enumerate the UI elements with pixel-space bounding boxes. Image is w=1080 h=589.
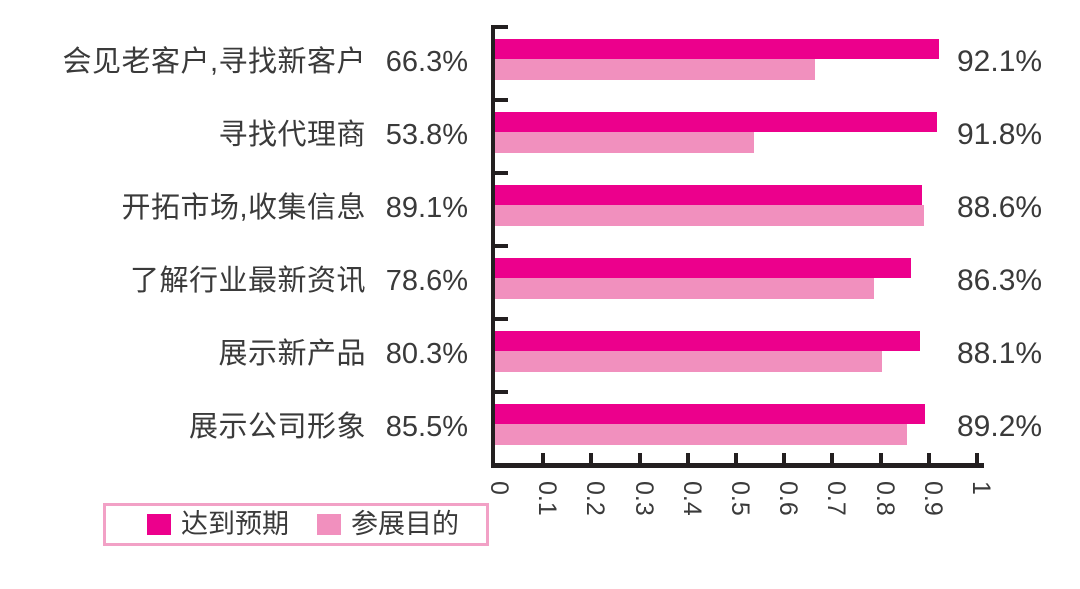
category-label: 展示公司形象 (188, 411, 366, 443)
y-tick (495, 390, 508, 394)
bar-secondary-series (495, 59, 815, 80)
bar-primary-series (495, 185, 922, 205)
right-value-label: 92.1% (957, 45, 1043, 78)
x-tick-label: 0.6 (774, 481, 802, 516)
x-tick (638, 453, 642, 463)
x-tick-label: 0.4 (678, 481, 706, 516)
right-value-label: 88.6% (957, 191, 1043, 224)
bar-secondary-series (495, 132, 754, 153)
legend-item: 参展目的 (317, 511, 459, 538)
y-tick (495, 98, 508, 102)
x-tick (782, 453, 786, 463)
category-row: 会见老客户,寻找新客户 66.3% (62, 44, 468, 80)
bar-primary-series (495, 39, 939, 59)
category-label: 寻找代理商 (218, 119, 366, 151)
x-tick-label: 1 (967, 481, 995, 495)
legend: 达到预期 参展目的 (103, 503, 489, 546)
left-value-label: 66.3% (385, 46, 468, 78)
x-tick-label: 0.5 (726, 481, 754, 516)
bar-secondary-series (495, 351, 882, 372)
legend-swatch (147, 514, 171, 535)
category-row: 展示公司形象 85.5% (189, 409, 468, 445)
y-tick (495, 25, 508, 29)
right-value-label: 86.3% (957, 264, 1043, 297)
right-value-label: 89.2% (957, 410, 1043, 443)
y-tick (495, 244, 508, 248)
x-tick-label: 0 (485, 481, 513, 495)
bar-primary-series (495, 404, 925, 424)
x-tick (975, 453, 979, 463)
left-value-label: 80.3% (385, 338, 468, 370)
category-label: 开拓市场,收集信息 (121, 192, 366, 224)
plot-area (491, 25, 984, 468)
x-tick-label: 0.8 (871, 481, 899, 516)
x-tick-label: 0.1 (533, 481, 561, 516)
left-value-label: 53.8% (385, 119, 468, 151)
x-tick (734, 453, 738, 463)
x-tick (541, 453, 545, 463)
category-row: 寻找代理商 53.8% (218, 117, 468, 153)
bar-primary-series (495, 331, 920, 351)
legend-item: 达到预期 (147, 511, 289, 538)
category-row: 展示新产品 80.3% (218, 336, 468, 372)
x-tick-label: 0.3 (630, 481, 658, 516)
right-value-label: 88.1% (957, 337, 1043, 370)
legend-swatch (317, 514, 341, 535)
left-value-label: 85.5% (385, 411, 468, 443)
x-tick-label: 0.2 (581, 481, 609, 516)
x-tick-label: 0.7 (822, 481, 850, 516)
category-label: 会见老客户,寻找新客户 (62, 46, 366, 78)
y-tick (495, 171, 508, 175)
bar-primary-series (495, 258, 911, 278)
bar-secondary-series (495, 278, 874, 299)
bar-secondary-series (495, 205, 924, 226)
x-tick (927, 453, 931, 463)
category-label: 了解行业最新资讯 (129, 265, 366, 297)
legend-label: 参展目的 (351, 509, 459, 539)
left-value-label: 89.1% (385, 192, 468, 224)
category-row: 了解行业最新资讯 78.6% (130, 263, 468, 299)
category-label: 展示新产品 (218, 338, 366, 370)
bar-primary-series (495, 112, 937, 132)
x-tick (879, 453, 883, 463)
left-value-label: 78.6% (385, 265, 468, 297)
legend-label: 达到预期 (181, 509, 289, 539)
x-tick (686, 453, 690, 463)
bar-secondary-series (495, 424, 907, 445)
x-tick-label: 0.9 (919, 481, 947, 516)
right-value-label: 91.8% (957, 118, 1043, 151)
y-tick (495, 317, 508, 321)
category-row: 开拓市场,收集信息 89.1% (121, 190, 468, 226)
x-tick (589, 453, 593, 463)
x-tick (830, 453, 834, 463)
